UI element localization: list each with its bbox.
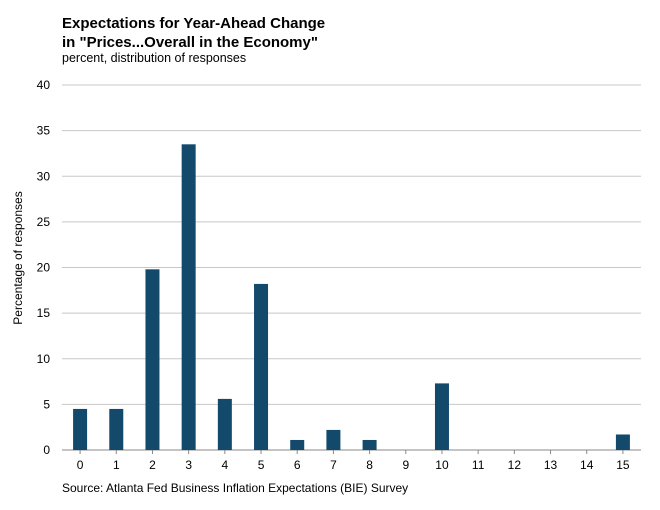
x-tick-label: 2 xyxy=(149,458,156,472)
bar-7 xyxy=(326,429,341,450)
x-tick-label: 8 xyxy=(366,458,373,472)
x-tick-label: 6 xyxy=(294,458,301,472)
x-tick-label: 14 xyxy=(580,458,594,472)
bar-1 xyxy=(109,408,124,450)
y-tick-label: 30 xyxy=(37,169,51,183)
bar-3 xyxy=(181,144,196,450)
bar-0 xyxy=(73,408,88,450)
chart-title-line-2: in "Prices...Overall in the Economy" xyxy=(62,34,318,51)
y-tick-label: 5 xyxy=(43,397,50,411)
x-tick-label: 3 xyxy=(185,458,192,472)
y-tick-label: 40 xyxy=(37,78,51,92)
x-tick-label: 13 xyxy=(544,458,558,472)
x-axis-ticks: 0 1 2 3 4 5 6 7 8 9 10 11 12 13 14 15 xyxy=(77,450,630,472)
source-note: Source: Atlanta Fed Business Inflation E… xyxy=(62,481,409,495)
x-tick-label: 10 xyxy=(435,458,449,472)
x-tick-label: 4 xyxy=(222,458,229,472)
bar-4 xyxy=(217,398,232,450)
x-tick-label: 11 xyxy=(472,458,485,472)
bars xyxy=(73,144,630,450)
y-tick-label: 25 xyxy=(37,215,51,229)
bar-15 xyxy=(615,434,630,450)
y-axis-ticks: 0 5 10 15 20 25 30 35 40 xyxy=(37,78,51,457)
bar-2 xyxy=(145,269,160,450)
chart-subtitle: percent, distribution of responses xyxy=(62,51,247,65)
bar-6 xyxy=(290,439,305,450)
y-tick-label: 15 xyxy=(37,306,51,320)
chart-title-line-1: Expectations for Year-Ahead Change xyxy=(62,15,326,32)
x-tick-label: 0 xyxy=(77,458,84,472)
y-tick-label: 35 xyxy=(37,124,51,138)
x-tick-label: 7 xyxy=(330,458,337,472)
chart-title: Expectations for Year-Ahead Change in "P… xyxy=(62,14,325,52)
x-tick-label: 9 xyxy=(402,458,409,472)
bar-5 xyxy=(254,283,269,450)
x-tick-label: 5 xyxy=(258,458,265,472)
y-tick-label: 20 xyxy=(37,261,51,275)
y-tick-label: 0 xyxy=(43,443,50,457)
x-tick-label: 15 xyxy=(616,458,630,472)
bar-10 xyxy=(434,383,449,450)
bar-8 xyxy=(362,439,377,450)
x-tick-label: 1 xyxy=(113,458,120,472)
y-tick-label: 10 xyxy=(37,352,51,366)
x-tick-label: 12 xyxy=(508,458,522,472)
y-axis-label: Percentage of responses xyxy=(11,191,25,324)
